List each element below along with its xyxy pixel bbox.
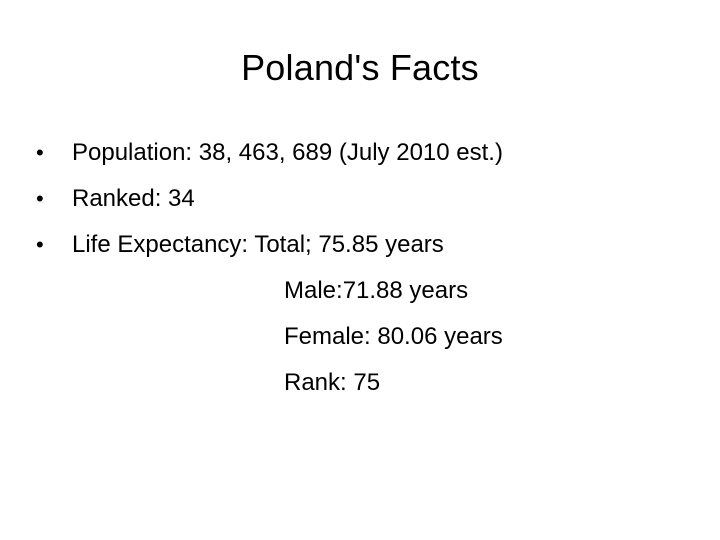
bullet-icon: • <box>36 140 44 165</box>
detail-female: Female: 80.06 years <box>284 323 503 350</box>
bullet-icon: • <box>36 186 44 211</box>
bullet-text: Population: 38, 463, 689 (July 2010 est.… <box>72 139 503 166</box>
detail-male: Male:71.88 years <box>284 277 469 304</box>
life-expectancy-details: Male:71.88 years Female: 80.06 years Ran… <box>284 268 503 406</box>
bullet-icon: • <box>36 232 44 257</box>
slide-title: Poland's Facts <box>241 47 479 88</box>
bullet-text: Ranked: 34 <box>72 185 195 212</box>
detail-rank: Rank: 75 <box>284 369 381 396</box>
bullet-text: Life Expectancy: Total; 75.85 years <box>72 231 444 258</box>
